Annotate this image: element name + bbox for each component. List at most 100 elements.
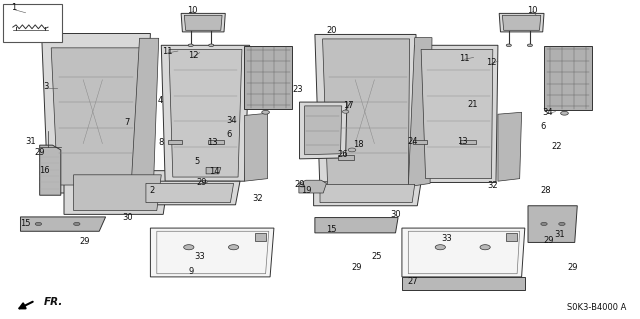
Circle shape [559,222,565,226]
Text: 29: 29 [196,178,207,187]
FancyBboxPatch shape [506,233,517,241]
Text: 12: 12 [486,58,497,67]
Text: 29: 29 [294,180,305,189]
Text: 7: 7 [124,118,129,127]
Text: 29: 29 [35,148,45,157]
Text: 12: 12 [188,51,198,60]
Text: 30: 30 [123,213,133,222]
FancyBboxPatch shape [208,140,224,144]
Text: 10: 10 [187,6,197,15]
Polygon shape [499,13,544,32]
Polygon shape [402,277,525,290]
Circle shape [74,222,80,226]
Circle shape [262,110,269,114]
Text: 29: 29 [79,237,90,246]
Polygon shape [305,106,342,155]
Circle shape [35,222,42,226]
Text: 29: 29 [352,263,362,272]
Bar [3,4,62,42]
Text: 2: 2 [150,186,155,195]
Polygon shape [415,45,498,182]
Text: 11: 11 [163,47,173,56]
FancyBboxPatch shape [255,233,266,241]
Polygon shape [206,167,221,174]
Circle shape [506,44,511,47]
Circle shape [561,111,568,115]
Text: 19: 19 [301,186,311,195]
Text: 21: 21 [467,100,477,109]
Polygon shape [408,38,432,187]
Text: 3: 3 [44,82,49,91]
Polygon shape [315,34,416,192]
Polygon shape [184,15,222,30]
Polygon shape [42,33,150,193]
Bar [244,46,292,109]
Circle shape [202,181,207,183]
Circle shape [480,245,490,250]
Text: 29: 29 [544,236,554,245]
Polygon shape [64,171,170,214]
Polygon shape [74,175,161,211]
Polygon shape [161,45,250,181]
Circle shape [348,148,356,152]
Text: 34: 34 [227,116,237,125]
Text: 30: 30 [390,210,401,219]
Text: 31: 31 [555,230,565,239]
Text: 27: 27 [408,277,418,286]
Text: 29: 29 [568,263,578,272]
Circle shape [300,184,305,187]
Polygon shape [150,228,274,277]
Text: FR.: FR. [44,297,63,308]
Polygon shape [320,184,415,203]
Polygon shape [315,218,398,233]
Polygon shape [323,39,410,188]
Polygon shape [181,13,225,32]
Text: 17: 17 [344,101,354,110]
Text: 34: 34 [542,108,552,117]
Text: 28: 28 [540,186,550,195]
Polygon shape [157,231,269,274]
Text: 6: 6 [227,130,232,139]
FancyBboxPatch shape [168,140,182,144]
Polygon shape [20,217,106,231]
Text: 25: 25 [371,252,381,261]
Text: 33: 33 [195,252,205,261]
Text: 8: 8 [159,138,164,147]
Text: 33: 33 [442,234,452,243]
Circle shape [435,245,445,250]
Text: 26: 26 [337,150,348,159]
Polygon shape [408,231,520,274]
Text: 31: 31 [26,137,36,146]
Polygon shape [314,182,421,206]
Circle shape [184,245,194,250]
Text: 13: 13 [457,137,467,146]
Polygon shape [51,48,141,185]
Text: 4: 4 [157,96,163,105]
Bar [544,46,592,110]
Circle shape [541,222,547,226]
Polygon shape [40,145,61,195]
Text: 13: 13 [207,138,218,147]
Circle shape [342,110,349,113]
Text: 18: 18 [353,140,364,149]
Polygon shape [299,180,326,193]
Polygon shape [169,49,242,177]
Text: 6: 6 [540,122,545,131]
Text: 20: 20 [326,26,337,35]
Polygon shape [300,102,347,159]
Polygon shape [528,206,577,242]
FancyBboxPatch shape [413,140,427,144]
Polygon shape [131,38,159,185]
Text: 15: 15 [20,219,31,228]
FancyBboxPatch shape [460,140,476,144]
Text: 16: 16 [40,166,50,175]
Text: 11: 11 [459,54,469,63]
Polygon shape [402,228,525,277]
FancyBboxPatch shape [338,155,354,160]
Circle shape [228,245,239,250]
Circle shape [209,44,214,47]
Text: 9: 9 [188,267,193,276]
Polygon shape [498,112,522,181]
Text: 15: 15 [326,225,337,234]
Text: 14: 14 [209,167,220,176]
